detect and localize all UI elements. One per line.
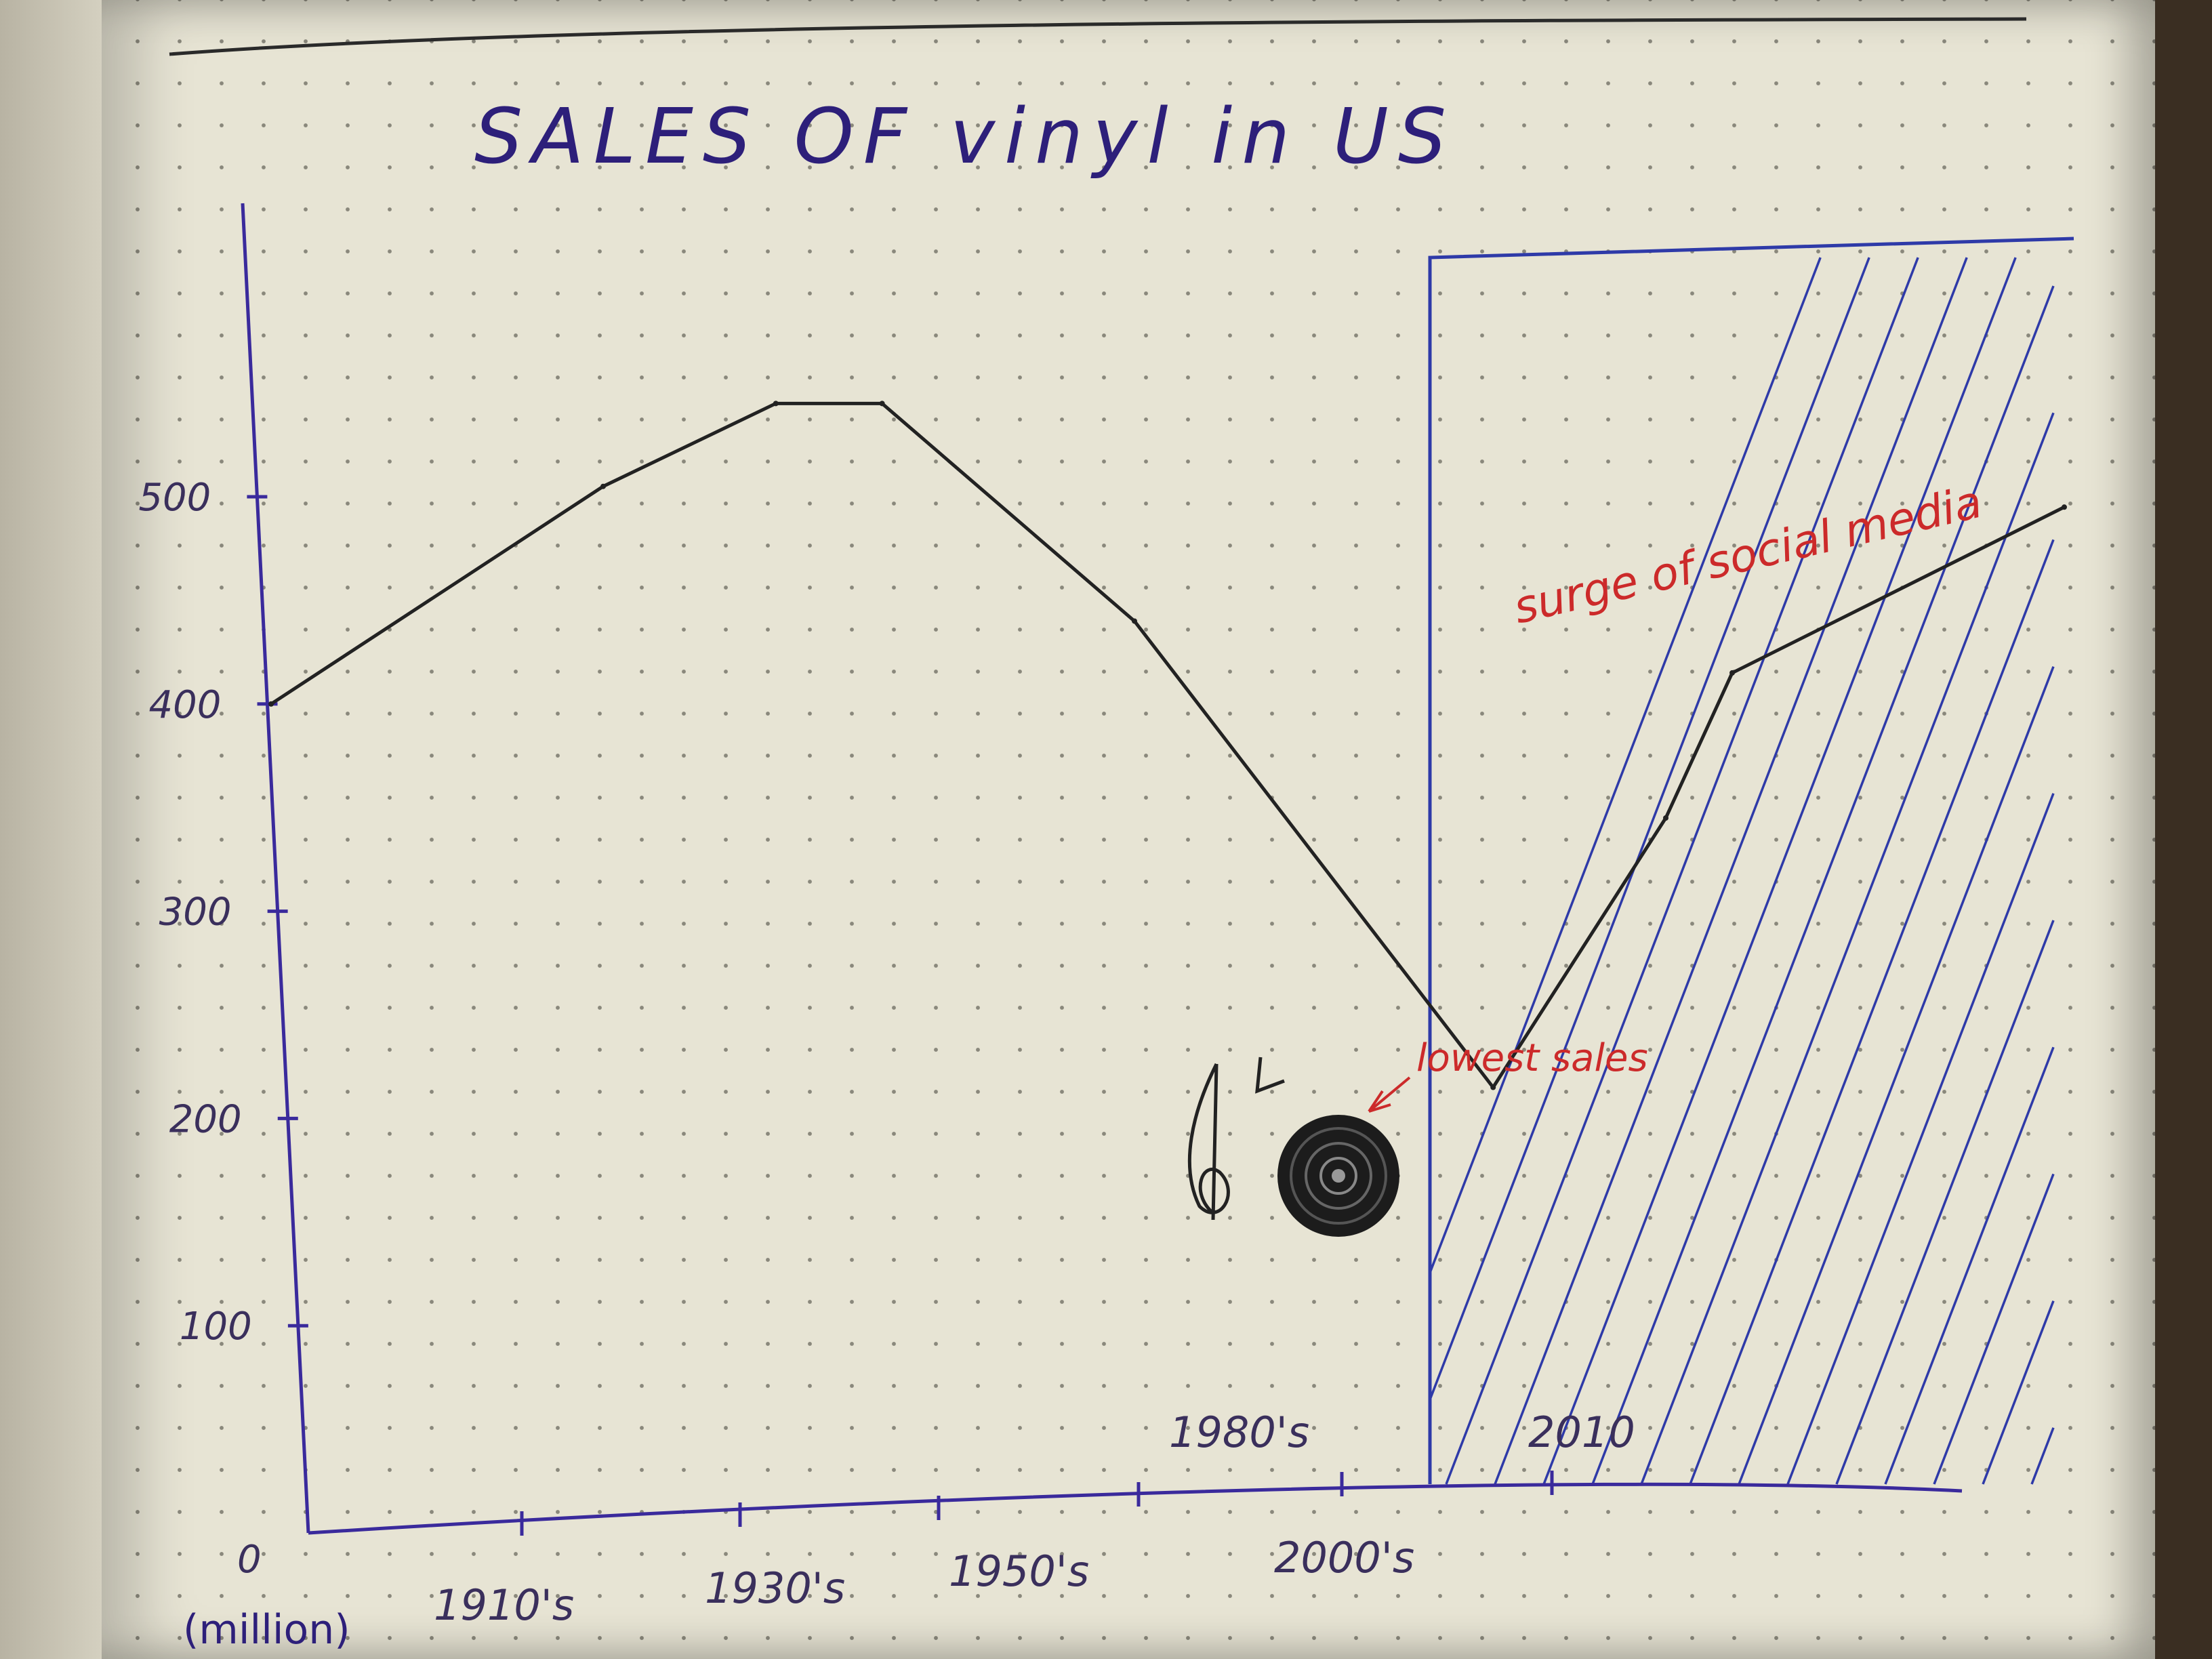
y-ticks: 0 100 200 300 400 500: [138, 476, 308, 1582]
x-tick-label-4: 2000's: [1274, 1533, 1414, 1582]
x-tick-label-3: 1980's: [1169, 1408, 1309, 1457]
y-tick-label-500: 500: [138, 476, 211, 520]
hatch-line-12: [1933, 1173, 2055, 1485]
hatch-line-5: [1591, 285, 2055, 1485]
hatch-line-2: [1445, 257, 1919, 1485]
annotation-lowest-sales: lowest sales: [1416, 1036, 1648, 1080]
data-point-1: [600, 483, 606, 489]
chart-title: SALES OF vinyl in US: [474, 93, 1456, 181]
hatch-line-0: [1429, 257, 1822, 1273]
y-tick-label-300: 300: [159, 890, 232, 935]
data-point-8: [2062, 504, 2067, 510]
hatch-line-1: [1429, 257, 1870, 1400]
x-axis: [308, 1482, 1963, 1535]
hatch-line-7: [1689, 539, 2055, 1485]
y-tick-label-0: 0: [237, 1538, 262, 1582]
hatch-line-4: [1542, 257, 2017, 1485]
y-tick-label-400: 400: [149, 683, 222, 727]
shaded-region-border: [1428, 237, 2074, 1484]
lowest-sales-arrow: [1368, 1076, 1411, 1113]
annotation-social-media: surge of social media: [1509, 476, 1986, 634]
hatch-line-11: [1884, 1046, 2055, 1485]
hatch-line-3: [1494, 257, 1968, 1485]
data-point-2: [773, 401, 779, 407]
data-point-7: [1729, 670, 1735, 676]
series-line: [270, 401, 2066, 1090]
data-point-3: [879, 401, 885, 407]
hatch-line-8: [1738, 665, 2055, 1485]
x-tick-label-0: 1910's: [434, 1580, 574, 1630]
treble-clef-doodle: [1187, 1063, 1230, 1221]
hatch-line-14: [2030, 1427, 2055, 1485]
vinyl-record-doodle: [1277, 1115, 1399, 1237]
data-point-5: [1490, 1084, 1496, 1090]
y-axis-label: (million): [183, 1606, 350, 1654]
top-rule-line: [169, 17, 2027, 56]
data-point-4: [1132, 618, 1137, 624]
shaded-region: [1428, 237, 2074, 1485]
x-tick-label-2: 1950's: [949, 1547, 1089, 1596]
y-axis: [241, 203, 310, 1534]
x-ticks: 1910's 1930's 1950's 1980's 2000's 2010: [434, 1408, 1635, 1630]
data-point-0: [268, 701, 274, 707]
x-tick-label-5: 2010: [1528, 1408, 1635, 1457]
music-note-doodle: [1255, 1057, 1285, 1094]
data-point-6: [1663, 815, 1668, 821]
hatch-line-10: [1835, 920, 2055, 1485]
x-tick-label-1: 1930's: [705, 1563, 845, 1613]
notebook-left-page: [0, 0, 102, 1659]
y-tick-label-100: 100: [180, 1305, 252, 1349]
hatch-line-13: [1982, 1300, 2055, 1485]
y-tick-label-200: 200: [169, 1097, 242, 1141]
hatch-line-9: [1786, 793, 2055, 1485]
hatch-line-6: [1640, 412, 2055, 1485]
